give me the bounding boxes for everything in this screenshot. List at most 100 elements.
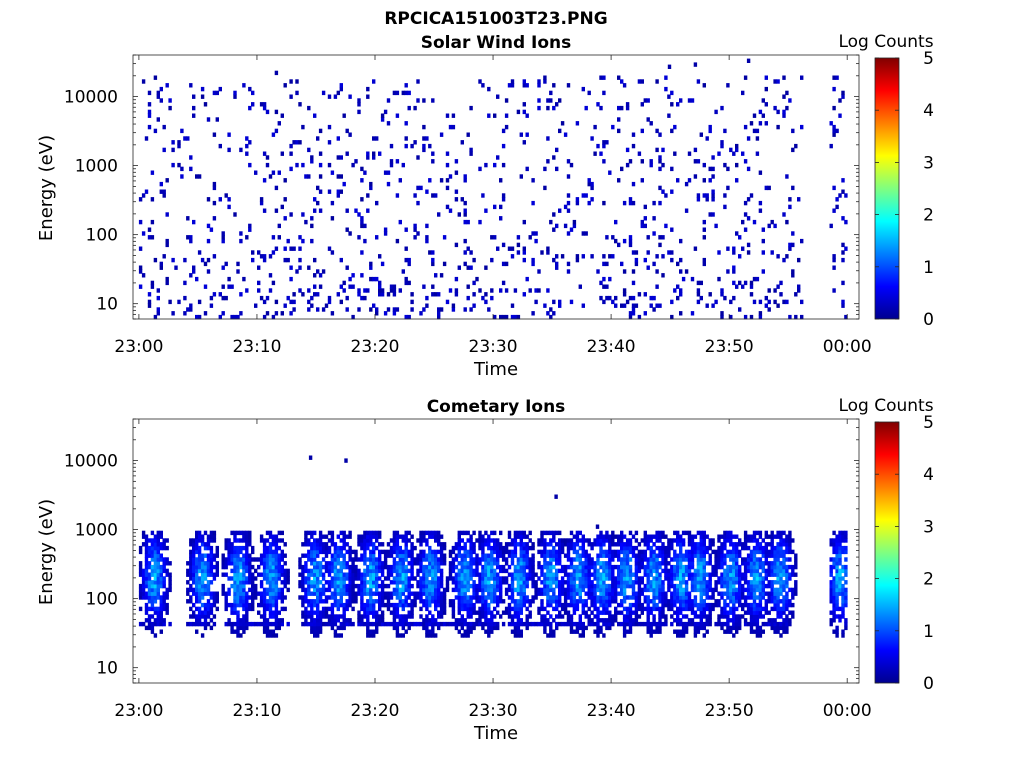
heatmap-cell (496, 246, 500, 251)
heatmap-cell (431, 151, 435, 156)
heatmap-cell (687, 599, 692, 604)
heatmap-cell (705, 572, 709, 577)
heatmap-cell (569, 618, 574, 623)
heatmap-cell (643, 204, 647, 210)
heatmap-cell (496, 553, 500, 558)
heatmap-cell (743, 530, 748, 536)
heatmap-cell (262, 576, 267, 581)
heatmap-cell (469, 602, 473, 608)
heatmap-cell (537, 576, 541, 581)
heatmap-cell (658, 159, 662, 164)
heatmap-cell (566, 583, 571, 589)
heatmap-cell (212, 530, 217, 536)
heatmap-cell (838, 98, 842, 103)
heatmap-cell (401, 534, 405, 539)
heatmap-cell (575, 591, 580, 596)
heatmap-cell (383, 311, 388, 316)
heatmap-cell (723, 542, 727, 547)
heatmap-cell (605, 583, 609, 589)
heatmap-cell (413, 595, 417, 600)
heatmap-cell (735, 231, 739, 236)
heatmap-cell (245, 542, 249, 547)
heatmap-cell (599, 151, 603, 156)
heatmap-cell (215, 606, 219, 612)
heatmap-cell (717, 553, 721, 558)
heatmap-cell (442, 557, 447, 562)
heatmap-cell (245, 599, 249, 604)
heatmap-cell (602, 561, 606, 566)
heatmap-cell (702, 193, 706, 198)
heatmap-cell (667, 549, 671, 555)
heatmap-cell (439, 580, 444, 585)
heatmap-cell (221, 587, 225, 593)
heatmap-cell (212, 200, 217, 206)
heatmap-cell (605, 606, 609, 612)
heatmap-cell (546, 618, 550, 623)
heatmap-cell (144, 595, 149, 600)
heatmap-cell (236, 602, 240, 608)
heatmap-cell (493, 568, 497, 574)
heatmap-cell (475, 538, 479, 543)
heatmap-cell (259, 557, 264, 562)
heatmap-cell (428, 564, 432, 570)
heatmap-cell (667, 568, 671, 574)
heatmap-cell (386, 181, 391, 187)
heatmap-cell (268, 606, 273, 612)
heatmap-cell (239, 549, 243, 555)
heatmap-cell (271, 587, 276, 593)
heatmap-cell (437, 557, 441, 562)
heatmap-cell (499, 568, 503, 574)
heatmap-cell (224, 542, 228, 547)
heatmap-cell (652, 618, 656, 623)
heatmap-cell (378, 553, 382, 558)
heatmap-cell (670, 606, 674, 612)
heatmap-cell (484, 557, 488, 562)
heatmap-cell (590, 572, 594, 577)
heatmap-cell (732, 625, 736, 631)
x-tick-label: 00:00 (823, 337, 872, 357)
heatmap-cell (696, 197, 701, 202)
heatmap-cell (490, 599, 494, 604)
heatmap-cell (720, 621, 724, 627)
heatmap-cell (463, 633, 467, 638)
heatmap-cell (375, 530, 379, 536)
heatmap-cell (643, 587, 647, 593)
heatmap-cell (271, 576, 276, 581)
heatmap-cell (708, 557, 712, 562)
heatmap-cell (732, 614, 736, 619)
heatmap-cell (643, 538, 647, 543)
heatmap-cell (522, 549, 526, 555)
heatmap-cell (729, 147, 733, 153)
heatmap-cell (147, 595, 152, 600)
heatmap-cell (369, 276, 373, 282)
heatmap-cell (301, 621, 305, 627)
heatmap-cell (487, 113, 491, 118)
heatmap-cell (360, 216, 364, 221)
heatmap-cell (336, 602, 340, 608)
heatmap-cell (652, 614, 656, 619)
heatmap-cell (602, 568, 606, 574)
heatmap-cell (504, 113, 509, 118)
heatmap-cell (404, 572, 408, 577)
heatmap-cell (690, 542, 695, 547)
heatmap-cell (625, 595, 630, 600)
heatmap-cell (614, 580, 618, 585)
heatmap-cell (437, 625, 441, 631)
heatmap-cell (735, 587, 739, 593)
heatmap-cell (200, 614, 205, 619)
heatmap-cell (345, 591, 349, 596)
heatmap-cell (738, 580, 742, 585)
heatmap-cell (738, 583, 742, 589)
heatmap-cell (829, 143, 833, 149)
heatmap-cell (714, 572, 718, 577)
heatmap-cell (566, 557, 571, 562)
heatmap-cell (286, 257, 290, 263)
heatmap-cell (392, 557, 397, 562)
heatmap-cell (581, 633, 585, 638)
heatmap-cell (147, 564, 152, 570)
heatmap-cell (398, 219, 402, 225)
heatmap-cell (622, 545, 627, 551)
heatmap-cell (239, 564, 243, 570)
heatmap-cell (687, 621, 692, 627)
heatmap-cell (372, 621, 376, 627)
